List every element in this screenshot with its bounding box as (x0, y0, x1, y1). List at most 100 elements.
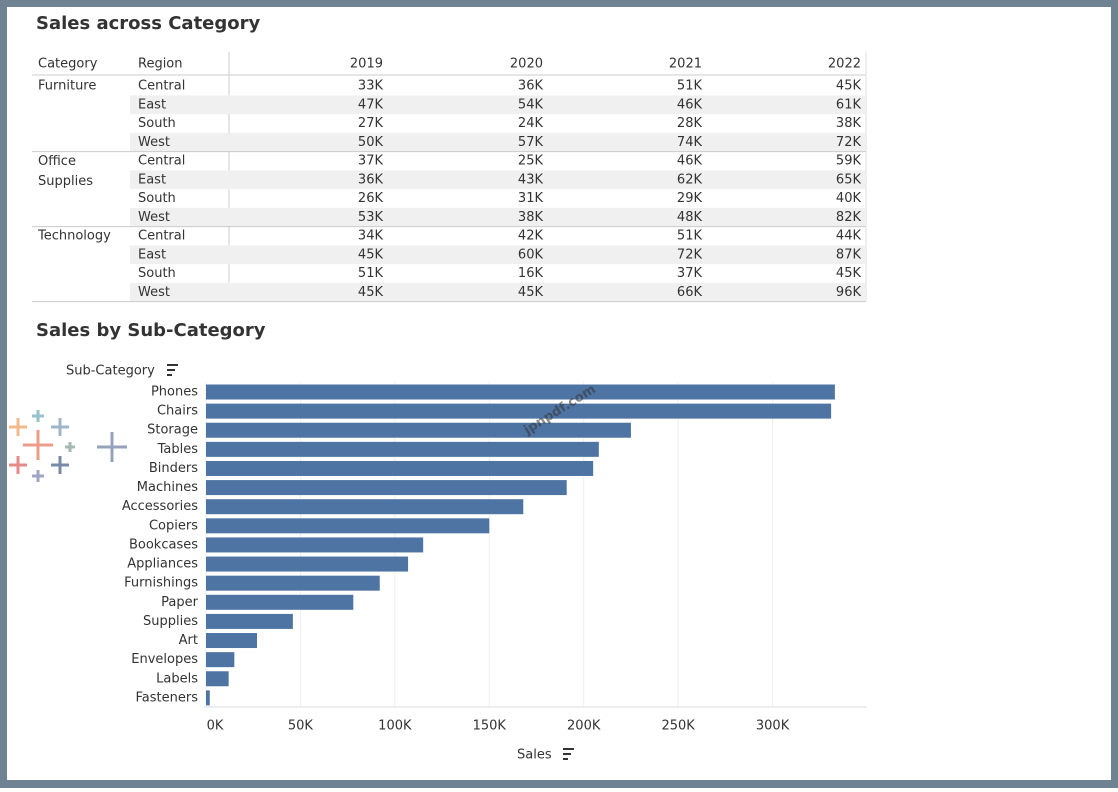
x-tick-label: 0K (207, 719, 224, 734)
y-tick-label: Machines (137, 480, 198, 495)
cell-value: 37K (358, 154, 384, 169)
bar (206, 613, 293, 629)
cell-value: 31K (518, 191, 544, 206)
tableau-logo (9, 410, 127, 482)
bar (206, 671, 229, 687)
row-shade (130, 132, 866, 152)
x-tick-label: 250K (661, 719, 695, 734)
bar (206, 441, 599, 457)
region-label: South (138, 266, 176, 281)
y-tick-label: Envelopes (131, 652, 198, 667)
y-tick-label: Paper (161, 595, 198, 610)
cell-value: 27K (358, 116, 384, 131)
x-tick-label: 300K (756, 719, 790, 734)
y-axis-title: Sub-Category (66, 364, 155, 379)
cell-value: 54K (518, 97, 544, 112)
column-header: 2021 (669, 57, 702, 72)
y-tick-label: Storage (147, 423, 198, 438)
row-shade (130, 170, 866, 190)
bar (206, 652, 235, 668)
cell-value: 66K (677, 285, 703, 300)
cell-value: 46K (677, 154, 703, 169)
cell-value: 61K (836, 97, 862, 112)
cell-value: 36K (358, 172, 384, 187)
cell-value: 37K (677, 266, 703, 281)
cell-value: 60K (518, 247, 544, 262)
cell-value: 46K (677, 97, 703, 112)
bar (206, 460, 594, 476)
region-label: South (138, 116, 176, 131)
bar (206, 518, 490, 534)
x-tick-label: 50K (288, 719, 314, 734)
cell-value: 65K (836, 172, 862, 187)
cell-value: 40K (836, 191, 862, 206)
column-header: Region (138, 57, 183, 72)
cell-value: 38K (836, 116, 862, 131)
region-label: West (138, 210, 170, 225)
cell-value: 42K (518, 229, 544, 244)
row-shade (130, 95, 866, 115)
cell-value: 74K (677, 135, 703, 150)
cell-value: 53K (358, 210, 384, 225)
sort-icon (563, 748, 574, 760)
cell-value: 26K (358, 191, 384, 206)
region-label: Central (138, 79, 185, 94)
cell-value: 59K (836, 154, 862, 169)
row-shade (130, 207, 866, 227)
cell-value: 87K (836, 247, 862, 262)
cell-value: 82K (836, 210, 862, 225)
cell-value: 44K (836, 229, 862, 244)
cell-value: 28K (677, 116, 703, 131)
region-label: South (138, 191, 176, 206)
region-label: Central (138, 154, 185, 169)
category-label: Furniture (38, 79, 96, 94)
region-label: West (138, 285, 170, 300)
cell-value: 62K (677, 172, 703, 187)
cell-value: 24K (518, 116, 544, 131)
cell-value: 36K (518, 79, 544, 94)
bar (206, 575, 380, 591)
cell-value: 33K (358, 79, 384, 94)
y-tick-label: Labels (156, 671, 198, 686)
cell-value: 43K (518, 172, 544, 187)
region-label: East (138, 97, 166, 112)
y-tick-label: Tables (157, 442, 199, 457)
x-axis-title: Sales (517, 748, 552, 763)
cell-value: 45K (358, 285, 384, 300)
cell-value: 47K (358, 97, 384, 112)
bar (206, 537, 424, 553)
column-header: 2019 (350, 57, 383, 72)
cell-value: 45K (836, 266, 862, 281)
sort-icon (167, 364, 178, 376)
cell-value: 72K (836, 135, 862, 150)
region-label: East (138, 172, 166, 187)
y-tick-label: Binders (149, 461, 198, 476)
region-label: West (138, 135, 170, 150)
x-tick-label: 150K (473, 719, 507, 734)
cell-value: 51K (677, 79, 703, 94)
bar (206, 556, 409, 572)
y-tick-label: Art (179, 633, 198, 648)
cell-value: 51K (358, 266, 384, 281)
cell-value: 50K (358, 135, 384, 150)
table-title: Sales across Category (36, 13, 261, 34)
cell-value: 38K (518, 210, 544, 225)
row-shade (130, 282, 866, 302)
y-tick-label: Bookcases (129, 537, 198, 552)
cell-value: 34K (358, 229, 384, 244)
cell-value: 51K (677, 229, 703, 244)
cell-value: 25K (518, 154, 544, 169)
bar (206, 690, 210, 706)
cell-value: 45K (836, 79, 862, 94)
y-tick-label: Furnishings (124, 576, 198, 591)
cell-value: 48K (677, 210, 703, 225)
y-tick-label: Phones (151, 385, 198, 400)
category-label: Office Supplies (38, 154, 93, 189)
cell-value: 72K (677, 247, 703, 262)
cell-value: 29K (677, 191, 703, 206)
cell-value: 57K (518, 135, 544, 150)
bar (206, 422, 631, 438)
column-header: 2022 (828, 57, 861, 72)
cell-value: 16K (518, 266, 544, 281)
y-tick-label: Supplies (143, 614, 198, 629)
